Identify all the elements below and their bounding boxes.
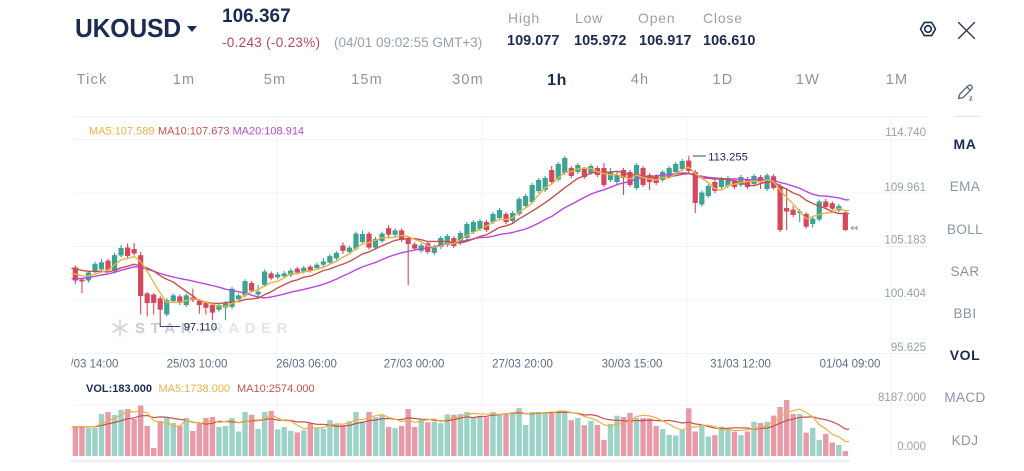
svg-text:0.000: 0.000 (897, 441, 926, 453)
svg-text:97.110: 97.110 (184, 322, 217, 334)
svg-text:01/04 09:00: 01/04 09:00 (820, 359, 881, 371)
svg-text:114.740: 114.740 (885, 127, 926, 139)
svg-text:8187.000: 8187.000 (878, 392, 926, 404)
svg-text:z: z (969, 94, 973, 102)
svg-text:31/03 12:00: 31/03 12:00 (710, 359, 771, 371)
svg-text:STARTRADER: STARTRADER (135, 320, 293, 337)
svg-text:113.255: 113.255 (708, 152, 748, 164)
svg-text:27/03 20:00: 27/03 20:00 (492, 359, 553, 371)
svg-text:100.404: 100.404 (884, 288, 926, 300)
svg-text:30/03 15:00: 30/03 15:00 (602, 359, 663, 371)
svg-text:25/03 10:00: 25/03 10:00 (167, 359, 228, 371)
svg-text:24/03 14:00: 24/03 14:00 (58, 359, 119, 371)
svg-text:109.961: 109.961 (884, 182, 926, 194)
svg-text:26/03 06:00: 26/03 06:00 (276, 359, 337, 371)
svg-text:95.625: 95.625 (891, 342, 926, 354)
svg-text:105.183: 105.183 (884, 234, 926, 246)
svg-text:27/03 00:00: 27/03 00:00 (384, 359, 445, 371)
